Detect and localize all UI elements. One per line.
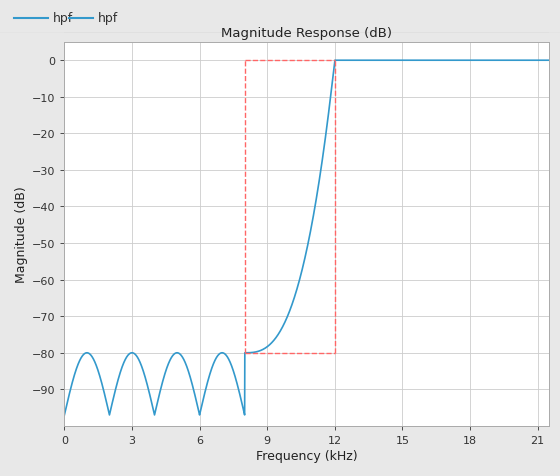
Text: hpf: hpf xyxy=(53,12,73,25)
Text: hpf: hpf xyxy=(99,12,119,25)
X-axis label: Frequency (kHz): Frequency (kHz) xyxy=(256,449,357,462)
Title: Magnitude Response (dB): Magnitude Response (dB) xyxy=(221,27,392,40)
Y-axis label: Magnitude (dB): Magnitude (dB) xyxy=(15,186,27,283)
